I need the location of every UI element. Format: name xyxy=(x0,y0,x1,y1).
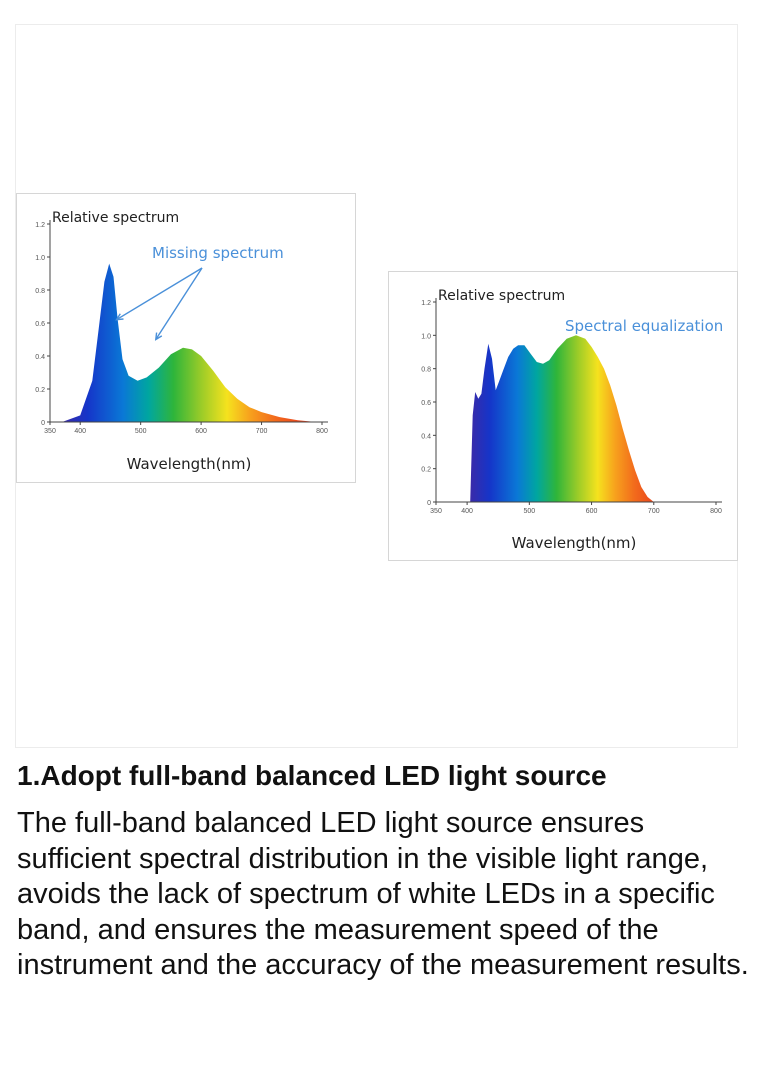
x-tick-label: 500 xyxy=(135,428,147,435)
chart-title: Relative spectrum xyxy=(438,288,565,304)
y-tick-label: 1.0 xyxy=(35,255,45,262)
y-tick-label: 0.4 xyxy=(35,354,45,361)
x-tick-label: 350 xyxy=(430,508,442,515)
chart-annotation: Spectral equalization xyxy=(565,317,723,335)
arrow-line xyxy=(155,267,203,340)
x-tick-label: 400 xyxy=(74,428,86,435)
chart-spectral-equalization: 0 0.2 0.4 0.6 0.8 1.0 1.2 350 400 500 600 700 800 Rel… xyxy=(388,271,738,561)
x-tick-label: 400 xyxy=(461,508,473,515)
y-tick-label: 0.8 xyxy=(421,367,431,374)
chart-missing-spectrum: 0 0.2 0.4 0.6 0.8 1.0 1.2 350 400 500 600 700 800 Rel… xyxy=(16,193,356,483)
chart-annotation: Missing spectrum xyxy=(152,244,284,262)
y-tick-label: 0.8 xyxy=(35,288,45,295)
y-tick-label: 0.6 xyxy=(35,321,45,328)
chart-left-svg: 0 0.2 0.4 0.6 0.8 1.0 1.2 350 400 500 600 700 800 Rel… xyxy=(35,210,328,473)
arrow-head xyxy=(154,332,163,341)
y-tick-label: 0.2 xyxy=(35,387,45,394)
x-tick-label: 600 xyxy=(586,508,598,515)
x-tick-label: 600 xyxy=(195,428,207,435)
chart-right-svg: 0 0.2 0.4 0.6 0.8 1.0 1.2 350 400 500 600 700 800 Rel… xyxy=(421,288,723,552)
section-body-text: The full-band balanced LED light source … xyxy=(17,807,749,981)
spectrum-area xyxy=(62,263,316,422)
x-tick-label: 700 xyxy=(648,508,660,515)
y-tick-label: 1.2 xyxy=(35,222,45,229)
y-tick-label: 0 xyxy=(41,420,45,427)
y-tick-label: 0.6 xyxy=(421,400,431,407)
x-axis-label: Wavelength(nm) xyxy=(512,534,637,552)
y-tick-label: 1.0 xyxy=(421,333,431,340)
chart-title: Relative spectrum xyxy=(52,210,179,226)
y-tick-label: 1.2 xyxy=(421,300,431,307)
x-axis-label: Wavelength(nm) xyxy=(127,455,252,473)
x-tick-label: 800 xyxy=(316,428,328,435)
y-tick-label: 0.4 xyxy=(421,433,431,440)
x-tick-label: 500 xyxy=(523,508,535,515)
y-tick-label: 0 xyxy=(427,500,431,507)
arrow-head xyxy=(115,313,124,321)
x-tick-label: 700 xyxy=(256,428,268,435)
x-tick-label: 350 xyxy=(44,428,56,435)
section-heading: 1.Adopt full-band balanced LED light sou… xyxy=(17,760,607,791)
arrow-line xyxy=(116,267,203,321)
x-tick-label: 800 xyxy=(710,508,722,515)
spectrum-area xyxy=(470,335,667,502)
y-tick-label: 0.2 xyxy=(421,467,431,474)
